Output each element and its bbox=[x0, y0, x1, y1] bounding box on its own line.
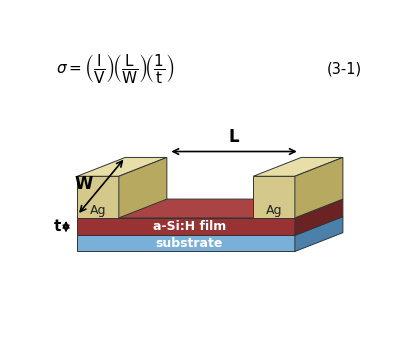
Polygon shape bbox=[295, 157, 343, 218]
Text: L: L bbox=[229, 128, 240, 146]
Polygon shape bbox=[295, 199, 343, 235]
Polygon shape bbox=[119, 157, 167, 218]
Polygon shape bbox=[77, 235, 295, 252]
Polygon shape bbox=[77, 216, 343, 235]
Text: t: t bbox=[53, 219, 61, 234]
Text: substrate: substrate bbox=[156, 237, 223, 250]
Polygon shape bbox=[77, 157, 167, 176]
Text: a-Si:H film: a-Si:H film bbox=[153, 220, 226, 233]
Text: (3-1): (3-1) bbox=[327, 61, 362, 76]
Text: $\sigma = \left(\dfrac{\mathrm{I}}{\mathrm{V}}\right)\!\left(\dfrac{\mathrm{L}}{: $\sigma = \left(\dfrac{\mathrm{I}}{\math… bbox=[57, 52, 175, 85]
Polygon shape bbox=[77, 199, 343, 218]
Polygon shape bbox=[295, 216, 343, 252]
Text: Ag: Ag bbox=[90, 204, 106, 217]
Text: Ag: Ag bbox=[266, 204, 282, 217]
Polygon shape bbox=[253, 176, 295, 218]
Polygon shape bbox=[253, 157, 343, 176]
Polygon shape bbox=[77, 176, 119, 218]
Polygon shape bbox=[77, 218, 295, 235]
Text: W: W bbox=[74, 174, 93, 193]
